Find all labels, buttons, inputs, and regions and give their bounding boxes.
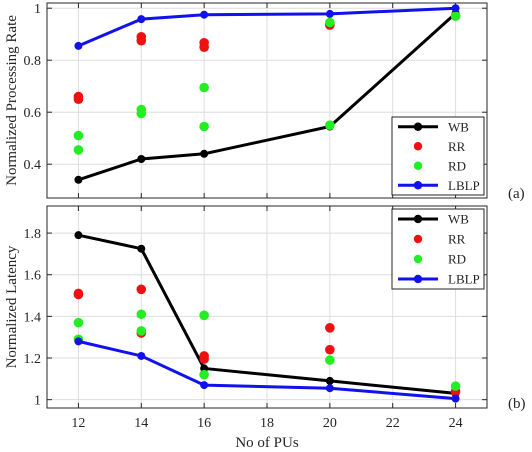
legend-label: RR — [448, 139, 466, 154]
panel-label: (a) — [508, 186, 525, 202]
legend-item-lblp: LBLP — [398, 272, 480, 287]
data-point-rd — [199, 310, 209, 321]
data-point-rr — [325, 323, 335, 333]
data-point-rr — [325, 344, 335, 355]
data-point-lblp — [137, 351, 146, 360]
y-tick-label: 0.6 — [24, 106, 42, 121]
data-point-rr — [199, 354, 209, 364]
legend-item-wb: WB — [398, 212, 469, 227]
legend-swatch-marker — [413, 122, 423, 131]
data-point-rr — [73, 289, 84, 300]
data-point-lblp — [451, 4, 460, 13]
legend-label: WB — [448, 212, 469, 227]
legend-item-rr: RR — [413, 232, 466, 247]
data-point-rd — [199, 369, 209, 380]
data-point-lblp — [137, 15, 146, 24]
data-point-rr — [199, 42, 209, 52]
x-tick-label: 22 — [386, 416, 400, 431]
legend: WB RR RD LBLP — [391, 208, 485, 290]
legend-label: WB — [448, 119, 469, 134]
series-lblp — [74, 337, 460, 403]
legend-item-lblp: LBLP — [398, 178, 480, 193]
legend-label: LBLP — [448, 178, 480, 193]
data-point-rr — [136, 35, 147, 46]
legend-item-wb: WB — [398, 119, 469, 134]
y-tick-label: 1.4 — [24, 310, 42, 325]
data-point-lblp — [325, 9, 334, 18]
y-tick-label: 1.8 — [24, 227, 42, 242]
data-point-rd — [199, 121, 209, 132]
x-axis-label: No of PUs — [235, 435, 299, 451]
data-point-rd — [325, 120, 335, 130]
data-point-lblp — [325, 384, 334, 393]
data-point-rd — [325, 17, 335, 28]
legend-swatch-marker — [413, 142, 423, 151]
data-point-wb — [137, 155, 146, 163]
y-axis-label: Normalized Processing Rate — [4, 15, 20, 186]
data-point-rd — [73, 130, 84, 141]
data-point-wb — [137, 244, 146, 253]
series-lblp — [74, 4, 460, 50]
legend-swatch-marker — [413, 274, 423, 284]
data-point-wb — [200, 149, 209, 158]
data-point-rd — [136, 326, 147, 336]
data-point-rr — [73, 94, 84, 104]
legend-box — [391, 208, 485, 290]
y-tick-label: 0.4 — [24, 158, 42, 173]
data-point-lblp — [74, 41, 83, 50]
legend-swatch-marker — [413, 234, 423, 244]
legend-label: LBLP — [448, 272, 480, 287]
x-tick-label: 20 — [323, 416, 337, 431]
series-rd — [73, 11, 461, 155]
data-point-rd — [450, 11, 461, 21]
data-point-rd — [199, 82, 209, 93]
legend-swatch-marker — [413, 214, 423, 224]
legend-item-rd: RD — [413, 158, 466, 173]
data-point-wb — [74, 231, 83, 240]
x-tick-label: 24 — [449, 416, 463, 431]
legend-box — [391, 116, 485, 196]
data-point-rd — [136, 108, 147, 119]
legend-label: RD — [448, 252, 466, 267]
panel-b: 1 1.2 1.4 1.6 1.8 12 14 16 18 20 22 24 Normalized La… — [4, 205, 526, 451]
legend-swatch-marker — [413, 181, 423, 190]
legend-swatch-marker — [413, 161, 423, 170]
y-axis-label: Normalized Latency — [4, 245, 20, 368]
data-point-rd — [73, 317, 84, 328]
legend-item-rr: RR — [413, 139, 466, 154]
legend-label: RD — [448, 158, 466, 173]
data-point-lblp — [74, 337, 83, 346]
data-point-wb — [74, 175, 83, 184]
data-point-rd — [325, 355, 335, 365]
x-tick-label: 12 — [71, 416, 85, 431]
legend-swatch-marker — [413, 254, 423, 264]
data-point-lblp — [200, 381, 209, 390]
data-point-wb — [325, 376, 334, 385]
y-tick-label: 1 — [34, 394, 41, 409]
legend-item-rd: RD — [413, 252, 466, 267]
y-tick-label: 1.6 — [24, 269, 42, 284]
panel-label: (b) — [508, 396, 526, 412]
data-point-rd — [136, 309, 147, 320]
data-point-rd — [450, 381, 461, 391]
y-tick-label: 1.2 — [24, 352, 42, 367]
data-point-lblp — [451, 394, 460, 403]
x-tick-label: 14 — [134, 416, 148, 431]
x-tick-label: 16 — [197, 416, 211, 431]
legend: WB RR RD LBLP — [391, 116, 485, 196]
y-tick-label: 0.8 — [24, 54, 42, 69]
panel-a: 0.4 0.6 0.8 1 Normalized Processing Rate (a) W… — [4, 2, 525, 202]
x-tick-label: 18 — [260, 416, 274, 431]
legend-label: RR — [448, 232, 466, 247]
data-point-lblp — [200, 10, 209, 19]
data-point-rr — [136, 284, 147, 295]
y-tick-label: 1 — [34, 2, 41, 17]
data-point-rd — [73, 145, 84, 155]
